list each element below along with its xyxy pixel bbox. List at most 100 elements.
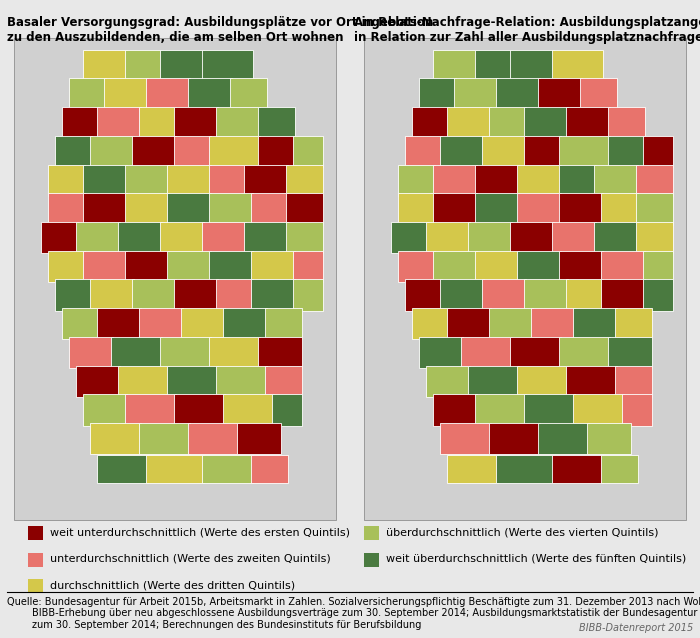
FancyBboxPatch shape bbox=[433, 251, 477, 282]
FancyBboxPatch shape bbox=[97, 308, 141, 339]
FancyBboxPatch shape bbox=[132, 279, 176, 311]
FancyBboxPatch shape bbox=[174, 136, 211, 167]
FancyBboxPatch shape bbox=[48, 251, 85, 282]
FancyBboxPatch shape bbox=[489, 107, 526, 138]
FancyBboxPatch shape bbox=[573, 394, 624, 426]
FancyBboxPatch shape bbox=[167, 366, 218, 397]
FancyBboxPatch shape bbox=[440, 423, 491, 454]
FancyBboxPatch shape bbox=[524, 107, 568, 138]
FancyBboxPatch shape bbox=[433, 165, 477, 196]
FancyBboxPatch shape bbox=[118, 222, 162, 253]
FancyBboxPatch shape bbox=[447, 308, 491, 339]
FancyBboxPatch shape bbox=[517, 193, 561, 225]
FancyBboxPatch shape bbox=[258, 337, 302, 368]
FancyBboxPatch shape bbox=[174, 279, 218, 311]
FancyBboxPatch shape bbox=[615, 308, 652, 339]
FancyBboxPatch shape bbox=[83, 251, 127, 282]
FancyBboxPatch shape bbox=[426, 366, 470, 397]
FancyBboxPatch shape bbox=[202, 222, 246, 253]
FancyBboxPatch shape bbox=[237, 423, 281, 454]
FancyBboxPatch shape bbox=[524, 279, 568, 311]
FancyBboxPatch shape bbox=[167, 251, 211, 282]
FancyBboxPatch shape bbox=[293, 251, 323, 282]
FancyBboxPatch shape bbox=[496, 455, 554, 483]
FancyBboxPatch shape bbox=[55, 279, 92, 311]
FancyBboxPatch shape bbox=[265, 366, 302, 397]
FancyBboxPatch shape bbox=[216, 366, 267, 397]
FancyBboxPatch shape bbox=[76, 366, 120, 397]
Text: überdurchschnittlich (Werte des vierten Quintils): überdurchschnittlich (Werte des vierten … bbox=[386, 527, 659, 537]
FancyBboxPatch shape bbox=[202, 50, 253, 81]
FancyBboxPatch shape bbox=[552, 50, 603, 81]
FancyBboxPatch shape bbox=[636, 222, 673, 253]
FancyBboxPatch shape bbox=[559, 136, 610, 167]
FancyBboxPatch shape bbox=[601, 251, 645, 282]
FancyBboxPatch shape bbox=[69, 337, 113, 368]
FancyBboxPatch shape bbox=[216, 279, 253, 311]
FancyBboxPatch shape bbox=[489, 308, 533, 339]
FancyBboxPatch shape bbox=[209, 337, 260, 368]
FancyBboxPatch shape bbox=[125, 251, 169, 282]
FancyBboxPatch shape bbox=[482, 279, 526, 311]
FancyBboxPatch shape bbox=[48, 193, 85, 225]
FancyBboxPatch shape bbox=[594, 165, 638, 196]
FancyBboxPatch shape bbox=[244, 222, 288, 253]
FancyBboxPatch shape bbox=[90, 136, 134, 167]
FancyBboxPatch shape bbox=[41, 222, 78, 253]
FancyBboxPatch shape bbox=[580, 78, 617, 110]
FancyBboxPatch shape bbox=[608, 337, 652, 368]
FancyBboxPatch shape bbox=[608, 136, 645, 167]
FancyBboxPatch shape bbox=[447, 107, 491, 138]
FancyBboxPatch shape bbox=[517, 251, 561, 282]
FancyBboxPatch shape bbox=[552, 455, 603, 483]
FancyBboxPatch shape bbox=[510, 337, 561, 368]
FancyBboxPatch shape bbox=[139, 423, 190, 454]
FancyBboxPatch shape bbox=[55, 136, 92, 167]
FancyBboxPatch shape bbox=[559, 165, 596, 196]
FancyBboxPatch shape bbox=[97, 455, 148, 483]
FancyBboxPatch shape bbox=[454, 78, 498, 110]
FancyBboxPatch shape bbox=[146, 78, 190, 110]
FancyBboxPatch shape bbox=[272, 394, 302, 426]
FancyBboxPatch shape bbox=[258, 136, 295, 167]
FancyBboxPatch shape bbox=[286, 165, 323, 196]
Text: unterdurchschnittlich (Werte des zweiten Quintils): unterdurchschnittlich (Werte des zweiten… bbox=[50, 554, 331, 564]
Text: durchschnittlich (Werte des dritten Quintils): durchschnittlich (Werte des dritten Quin… bbox=[50, 581, 295, 591]
FancyBboxPatch shape bbox=[118, 366, 169, 397]
FancyBboxPatch shape bbox=[496, 78, 540, 110]
FancyBboxPatch shape bbox=[566, 279, 603, 311]
FancyBboxPatch shape bbox=[258, 107, 295, 138]
FancyBboxPatch shape bbox=[160, 50, 204, 81]
FancyBboxPatch shape bbox=[90, 279, 134, 311]
FancyBboxPatch shape bbox=[97, 107, 141, 138]
FancyBboxPatch shape bbox=[440, 136, 484, 167]
FancyBboxPatch shape bbox=[433, 193, 477, 225]
FancyBboxPatch shape bbox=[573, 308, 617, 339]
FancyBboxPatch shape bbox=[559, 193, 603, 225]
FancyBboxPatch shape bbox=[475, 165, 519, 196]
FancyBboxPatch shape bbox=[181, 308, 225, 339]
FancyBboxPatch shape bbox=[244, 165, 288, 196]
FancyBboxPatch shape bbox=[622, 394, 652, 426]
Bar bbox=[28, 553, 43, 567]
FancyBboxPatch shape bbox=[559, 251, 603, 282]
FancyBboxPatch shape bbox=[83, 50, 127, 81]
FancyBboxPatch shape bbox=[594, 222, 638, 253]
FancyBboxPatch shape bbox=[265, 308, 302, 339]
FancyBboxPatch shape bbox=[160, 222, 204, 253]
FancyBboxPatch shape bbox=[643, 251, 673, 282]
FancyBboxPatch shape bbox=[62, 107, 99, 138]
FancyBboxPatch shape bbox=[62, 308, 99, 339]
FancyBboxPatch shape bbox=[230, 78, 267, 110]
FancyBboxPatch shape bbox=[475, 394, 526, 426]
FancyBboxPatch shape bbox=[209, 193, 253, 225]
FancyBboxPatch shape bbox=[132, 136, 176, 167]
Text: Angebots-Nachfrage-Relation: Ausbildungsplatzangebote vor Ort
in Relation zur Za: Angebots-Nachfrage-Relation: Ausbildungs… bbox=[354, 16, 700, 44]
FancyBboxPatch shape bbox=[412, 308, 449, 339]
FancyBboxPatch shape bbox=[202, 455, 253, 483]
FancyBboxPatch shape bbox=[364, 38, 686, 520]
FancyBboxPatch shape bbox=[139, 107, 176, 138]
FancyBboxPatch shape bbox=[83, 193, 127, 225]
FancyBboxPatch shape bbox=[524, 394, 575, 426]
FancyBboxPatch shape bbox=[251, 193, 288, 225]
